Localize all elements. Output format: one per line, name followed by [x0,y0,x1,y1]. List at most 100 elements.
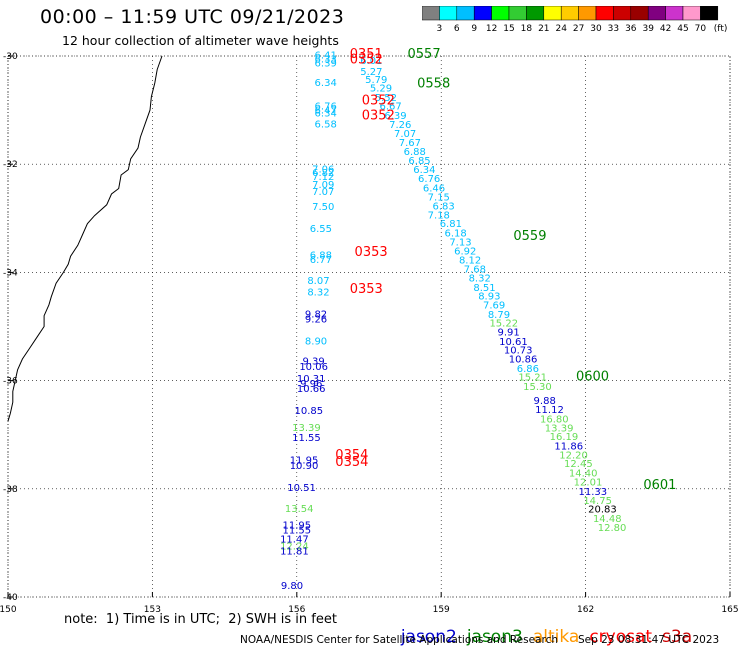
wave-height-label: 6.88 [404,147,426,158]
wave-height-label: 6.83 [432,202,454,213]
wave-height-label: 6.46 [423,183,445,194]
wave-height-label: 10.66 [297,384,326,395]
lon-tick-label: 150 [0,605,17,615]
wave-height-label: 15.22 [489,319,518,330]
scale-unit-label: (ft) [714,24,728,34]
scale-tick-label: 27 [573,24,584,34]
wave-height-label: 7.68 [464,264,486,275]
lat-tick-label: -32 [3,160,18,170]
wave-height-label: 10.73 [504,346,533,357]
scale-tick-label: 70 [695,24,707,34]
pass-time-label: 0600 [576,370,609,385]
wave-height-label: 6.34 [413,165,435,176]
wave-height-label: 6.88 [310,250,332,261]
axis-labels: -30 -32 -34 -36 -38 -40 150 153 156 159 162 165 [0,52,739,615]
lat-tick-label: -40 [3,593,18,603]
wave-height-label: 16.19 [550,432,579,443]
lon-tick-label: 153 [144,605,161,615]
wave-height-label: 6.34 [315,109,337,120]
pass-time-label: 0354 [335,455,368,470]
wave-height-label: 15.21 [518,373,547,384]
note-text: note: 1) Time is in UTC; 2) SWH is in fe… [64,612,337,627]
wave-height-label: 7.67 [399,138,421,149]
wave-height-label: 8.12 [459,256,481,267]
map-subtitle: 12 hour collection of altimeter wave hei… [62,33,339,48]
legend-s3a: s3a [662,627,693,647]
scale-tick-label: 24 [555,24,567,34]
wave-height-label: 5.79 [365,75,387,86]
wave-height-label: 11.12 [535,405,564,416]
pass-time-label: 0351 [350,47,383,62]
coastline [7,55,163,422]
lon-tick-label: 156 [288,605,305,615]
wave-height-label: 10.31 [297,374,326,385]
wave-height-label: 6.76 [315,102,337,113]
wave-height-label: 8.07 [307,276,329,287]
pass-time-label: 0558 [417,76,450,91]
map-title: 00:00 – 11:59 UTC 09/21/2023 [40,6,345,28]
wave-height-label: 10.61 [499,337,528,348]
pass-time-label: 0352 [362,108,395,123]
scale-tick-label: 30 [590,24,602,34]
wave-height-label: 9.91 [497,328,519,339]
wave-height-label: 6.67 [380,102,402,113]
wave-height-label: 5.27 [360,67,382,78]
wave-height-label: 10.51 [287,483,316,494]
wave-height-label: 6.85 [408,156,430,167]
pass-time-label: 0354 [335,448,368,463]
wave-height-label: 9.82 [305,309,327,320]
scale-tick-label: 15 [503,24,514,34]
legend-altika: altika [532,627,580,647]
wave-height-label: 6.77 [310,255,332,266]
wave-height-label: 7.13 [449,237,471,248]
wave-height-label: 10.90 [290,461,319,472]
scale-tick-label: 6 [454,24,460,34]
scale-tick-label: 18 [521,24,533,34]
pass-time-label: 0557 [408,47,441,62]
wave-height-label: 11.86 [554,441,583,452]
wave-height-label: 13.54 [285,504,314,515]
wave-height-label: 6.41 [315,51,337,62]
wave-height-label: 9.80 [281,581,303,592]
wave-height-label: 15.30 [523,382,552,393]
credit-timestamp: Sep 23 08:31:47 UTC 2023 [578,634,720,646]
credit-org: NOAA/NESDIS Center for Satellite Applica… [240,634,558,646]
wave-height-label: 7.26 [389,120,411,131]
wave-height-label: 11.47 [280,534,309,545]
wave-height-label: 5.52 [375,93,397,104]
wave-height-label: 6.76 [418,174,440,185]
satellite-legend: jason2 jason3 altika cryosat s3a [390,607,702,647]
wave-height-label: 11.55 [282,526,311,537]
legend-cryosat: cryosat [589,627,653,647]
wave-height-label: 7.12 [312,172,334,183]
wave-height-label: 6.92 [454,247,476,258]
wave-height-label: 9.39 [303,356,325,367]
wave-height-label: 6.39 [384,111,406,122]
wave-height-label: 6.82 [312,168,334,179]
lat-tick-label: -30 [3,52,18,62]
wave-height-label: 6.81 [440,219,462,230]
wave-height-label: 12.80 [598,523,627,534]
wave-height-label: 8.51 [473,283,495,294]
wave-height-label: 13.39 [292,423,321,434]
wave-height-label: 10.85 [295,406,324,417]
wave-height-label: 8.32 [307,288,329,299]
coastline-path [7,55,163,422]
wave-height-labels: 6.416.336.396.346.766.476.346.587.066.82… [280,51,626,592]
scale-tick-label: 42 [660,24,671,34]
wave-height-label: 14.75 [583,496,612,507]
legend-jason3: jason3 [466,627,523,647]
credit-line: NOAA/NESDIS Center for Satellite Applica… [240,634,739,646]
lon-tick-label: 159 [433,605,450,615]
wave-height-label: 7.07 [312,187,334,198]
lat-tick-label: -36 [3,377,18,387]
lat-tick-label: -38 [3,485,18,495]
wave-height-label: 10.86 [509,355,538,366]
wave-height-label: 6.58 [315,119,337,130]
wave-height-label: 16.80 [540,414,569,425]
scale-tick-label: 3 [437,24,443,34]
wave-height-label: 5.29 [370,84,392,95]
wave-height-label: 12.45 [564,459,593,470]
wave-height-label: 6.55 [310,224,332,235]
